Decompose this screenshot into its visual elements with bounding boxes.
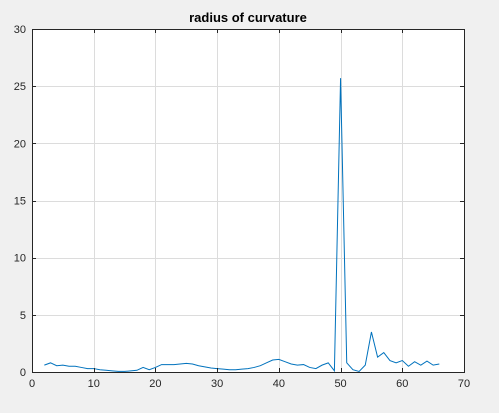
axes-frame [32, 29, 465, 373]
series-group [44, 78, 440, 373]
y-tick-label: 25 [14, 81, 26, 93]
x-tick-label: 70 [458, 378, 470, 390]
y-tick-label: 20 [14, 138, 26, 150]
x-tick-label: 50 [334, 378, 346, 390]
y-tick-label: 15 [14, 196, 26, 208]
x-tick-label: 60 [396, 378, 408, 390]
y-tick-label: 30 [14, 24, 26, 36]
axes-background [32, 29, 464, 372]
series-line [44, 78, 440, 373]
x-tick-label: 30 [211, 378, 223, 390]
x-tick-label: 20 [149, 378, 161, 390]
tick-labels: 0 10 20 30 40 50 60 70 0 5 10 15 20 25 30 [14, 24, 470, 390]
x-tick-label: 0 [29, 378, 35, 390]
x-tick-label: 10 [88, 378, 100, 390]
chart-title: radius of curvature [189, 10, 307, 25]
x-tick-label: 40 [273, 378, 285, 390]
y-tick-label: 10 [14, 253, 26, 265]
y-tick-label: 0 [20, 367, 26, 379]
grid-lines [32, 29, 464, 372]
y-tick-label: 5 [20, 310, 26, 322]
